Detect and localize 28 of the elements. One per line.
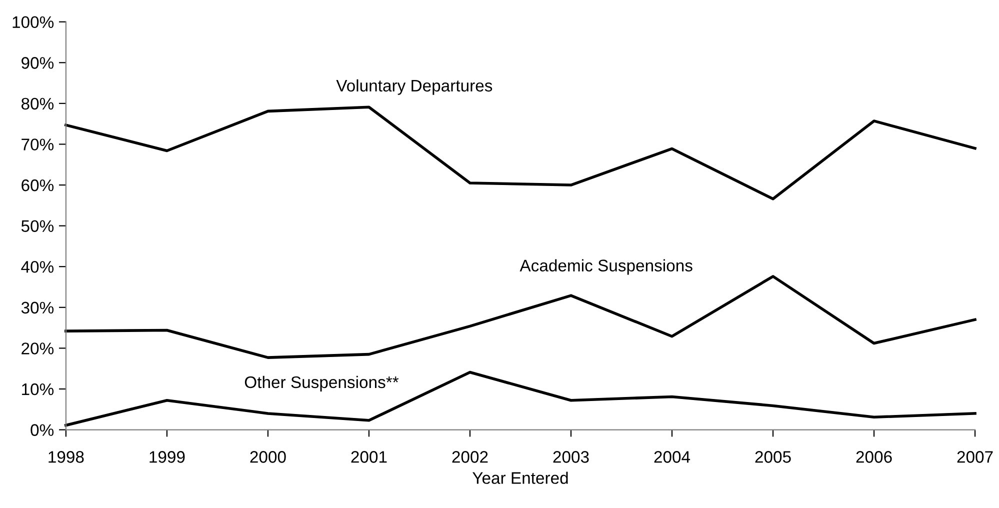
y-tick-label: 70% [22,138,54,150]
y-tick-label: 60% [22,179,54,192]
y-tick-label: 100% [12,16,54,28]
y-tick-label: 50% [21,220,54,232]
y-tick-label: 0% [30,424,54,436]
y-tick-label: 30% [21,302,54,314]
x-tick-label: 2001 [351,451,387,463]
x-tick-label: 2003 [553,451,589,463]
line-series [64,370,976,427]
y-tick-label: 90% [22,57,54,69]
text: Academic Suspensions [520,259,692,275]
x-tick-label: 1998 [48,451,84,463]
y-tick-label: 10% [22,383,54,396]
line-series [64,106,976,200]
x-tick-label: 2004 [654,451,690,463]
x-tick-label: 1999 [150,451,185,463]
x-tick-label: 2007 [957,451,993,463]
x-tick-label: 2002 [452,451,488,463]
series-label: Voluntary Departures [336,79,492,95]
line-series [64,275,976,359]
y-tick-label: 40% [21,261,54,273]
x-tick-label: 2005 [755,451,791,463]
x-tick-label: 2000 [250,451,286,463]
x-tick-label: 2006 [856,451,892,463]
x-axis-title: Year Entered [472,472,568,484]
y-tick-label: 80% [21,98,54,110]
series-label: Other Suspensions** [244,376,399,392]
y-tick-label: 20% [22,342,54,354]
